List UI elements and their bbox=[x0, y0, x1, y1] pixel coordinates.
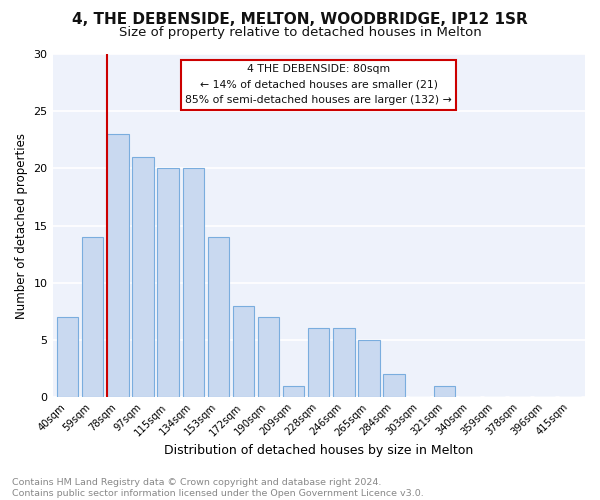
Text: Contains HM Land Registry data © Crown copyright and database right 2024.
Contai: Contains HM Land Registry data © Crown c… bbox=[12, 478, 424, 498]
Bar bbox=[283, 386, 304, 397]
Bar bbox=[383, 374, 405, 397]
Bar bbox=[157, 168, 179, 397]
Bar bbox=[132, 157, 154, 397]
Y-axis label: Number of detached properties: Number of detached properties bbox=[15, 132, 28, 318]
Text: 4, THE DEBENSIDE, MELTON, WOODBRIDGE, IP12 1SR: 4, THE DEBENSIDE, MELTON, WOODBRIDGE, IP… bbox=[72, 12, 528, 28]
Bar bbox=[82, 237, 103, 397]
Bar bbox=[333, 328, 355, 397]
Bar bbox=[57, 317, 78, 397]
X-axis label: Distribution of detached houses by size in Melton: Distribution of detached houses by size … bbox=[164, 444, 473, 458]
Bar bbox=[182, 168, 204, 397]
Bar bbox=[358, 340, 380, 397]
Bar bbox=[308, 328, 329, 397]
Bar bbox=[258, 317, 279, 397]
Bar bbox=[107, 134, 128, 397]
Bar bbox=[208, 237, 229, 397]
Bar bbox=[233, 306, 254, 397]
Text: 4 THE DEBENSIDE: 80sqm
← 14% of detached houses are smaller (21)
85% of semi-det: 4 THE DEBENSIDE: 80sqm ← 14% of detached… bbox=[185, 64, 452, 106]
Text: Size of property relative to detached houses in Melton: Size of property relative to detached ho… bbox=[119, 26, 481, 39]
Bar bbox=[434, 386, 455, 397]
